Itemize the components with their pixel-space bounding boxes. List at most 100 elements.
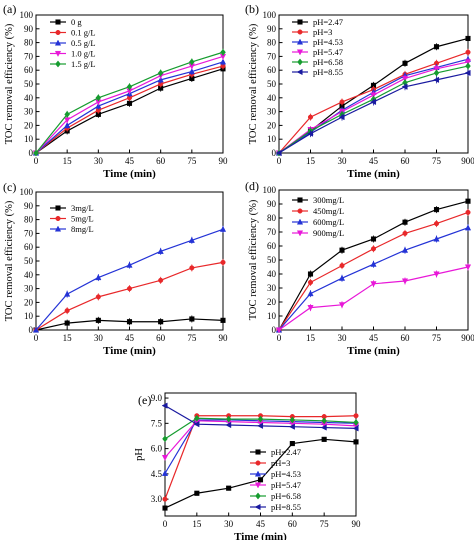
x-tick-label: 60 xyxy=(401,156,411,166)
data-point xyxy=(433,207,440,213)
legend-marker xyxy=(254,470,262,477)
series-4: pH=6.58 xyxy=(162,414,359,501)
legend-marker xyxy=(54,225,62,232)
data-point xyxy=(162,505,168,511)
legend-label: pH=5.47 xyxy=(313,47,343,57)
legend-marker xyxy=(254,503,261,511)
data-point xyxy=(157,69,164,77)
x-tick-label: 45 xyxy=(369,156,379,166)
data-point xyxy=(157,76,164,83)
data-point xyxy=(338,274,346,281)
legend-marker xyxy=(55,205,61,211)
data-point xyxy=(289,440,295,447)
data-point xyxy=(32,326,40,333)
data-point xyxy=(275,149,282,157)
series-2: 0.5 g/L xyxy=(32,38,227,156)
y-tick-label: 40 xyxy=(24,270,34,280)
legend-label: pH=5.47 xyxy=(271,480,301,490)
y-tick-label: 80 xyxy=(267,38,277,48)
legend-label: pH=6.58 xyxy=(271,491,301,501)
data-point xyxy=(220,48,226,56)
y-tick-label: 0 xyxy=(29,325,34,335)
chart-panel-4: (e) 0 15 30 45 60 75 90 3.0 4.5 6.0 7.5 9.0 Time (min… xyxy=(134,392,361,543)
x-tick-label: 60 xyxy=(401,333,411,343)
data-point xyxy=(126,286,133,292)
y-tick-label: 60 xyxy=(267,241,277,251)
series-line xyxy=(35,65,224,154)
data-point xyxy=(193,421,200,428)
data-point xyxy=(307,130,314,137)
x-tick-label: 30 xyxy=(224,519,234,529)
y-tick-label: 60 xyxy=(267,65,277,75)
y-tick-label: 7.5 xyxy=(151,418,163,428)
data-point xyxy=(307,290,314,297)
panel-label: (a) xyxy=(3,2,16,16)
x-tick-label: 90 xyxy=(219,333,229,343)
series-4: 1.5 g/L xyxy=(33,48,226,157)
data-point xyxy=(126,83,133,91)
legend-label: pH=6.58 xyxy=(313,57,343,67)
x-tick-label: 0 xyxy=(34,156,39,166)
data-point xyxy=(401,75,409,82)
x-tick-label: 75 xyxy=(187,156,197,166)
y-tick-label: 70 xyxy=(267,227,277,237)
data-point xyxy=(257,477,264,483)
data-point xyxy=(189,265,195,271)
y-tick-label: 6.0 xyxy=(151,444,163,454)
series-1: 450mg/L xyxy=(276,206,471,333)
data-point xyxy=(433,69,440,77)
legend-label: pH=4.53 xyxy=(313,37,343,47)
data-point xyxy=(95,317,101,323)
y-tick-label: 70 xyxy=(267,51,277,61)
legend-marker xyxy=(297,58,303,66)
data-point xyxy=(188,68,195,75)
y-tick-label: 4.5 xyxy=(151,469,163,479)
data-point xyxy=(225,415,232,423)
chart-panel-2: (c) 0 15 30 45 60 75 90 0 10 20 30 40 50 60 70 80 90 100 Ti… xyxy=(3,180,228,357)
series-line xyxy=(35,61,224,154)
y-tick-label: 50 xyxy=(267,255,277,265)
y-axis-label: pH xyxy=(134,448,145,461)
y-tick-label: 90 xyxy=(24,24,34,34)
data-point xyxy=(402,219,408,225)
y-tick-label: 30 xyxy=(24,107,34,117)
x-tick-label: 0 xyxy=(277,156,282,166)
y-tick-label: 10 xyxy=(24,311,34,321)
data-point xyxy=(465,49,471,55)
data-point xyxy=(126,261,133,268)
legend-marker xyxy=(296,38,304,45)
data-point xyxy=(220,259,226,265)
legend-label: 8mg/L xyxy=(71,224,94,234)
panel-label: (e) xyxy=(138,393,151,407)
x-tick-label: 0 xyxy=(34,333,39,343)
data-point xyxy=(95,274,102,281)
series-0: pH=2.47 xyxy=(162,436,359,511)
legend-label: 5mg/L xyxy=(71,214,94,224)
series-line xyxy=(278,266,469,331)
data-point xyxy=(464,264,472,271)
y-tick-label: 20 xyxy=(24,120,34,130)
x-tick-label: 60 xyxy=(156,156,166,166)
y-tick-label: 9.0 xyxy=(151,393,163,403)
data-point xyxy=(307,271,314,277)
y-tick-label: 0 xyxy=(272,325,277,335)
data-point xyxy=(370,236,377,242)
chart-panel-1: (b) 0 15 30 45 60 75 900 0 10 20 30 40 50 60 70 80 90 100 T… xyxy=(245,2,474,180)
x-tick-label: 45 xyxy=(369,333,379,343)
series-line xyxy=(35,228,224,331)
y-tick-label: 40 xyxy=(24,93,34,103)
data-point xyxy=(464,224,472,231)
y-tick-label: 80 xyxy=(267,213,277,223)
data-point xyxy=(465,62,471,70)
x-tick-label: 30 xyxy=(338,333,348,343)
data-point xyxy=(370,92,377,99)
data-point xyxy=(161,454,169,461)
data-point xyxy=(64,308,70,314)
legend-label: 1.0 g/L xyxy=(71,49,96,59)
legend-label: pH=2.47 xyxy=(313,17,343,27)
series-3: 900mg/L xyxy=(275,228,472,334)
series-line xyxy=(278,58,469,154)
legend-label: 450mg/L xyxy=(313,206,344,216)
y-tick-label: 10 xyxy=(267,311,277,321)
